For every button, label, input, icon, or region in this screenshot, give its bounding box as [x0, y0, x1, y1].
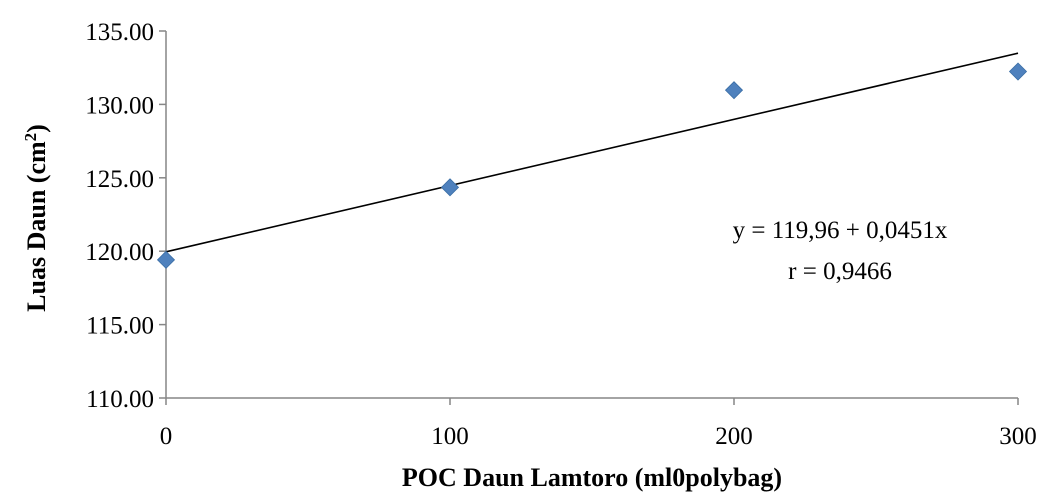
trendline — [165, 52, 1019, 253]
data-points — [156, 62, 1028, 269]
data-point — [1008, 62, 1028, 81]
equation-label: y = 119,96 + 0,0451x — [733, 217, 948, 244]
tick-marks — [159, 30, 1019, 405]
x-tick-label: 200 — [715, 423, 753, 450]
y-tick-label: 120.00 — [85, 239, 154, 266]
y-tick-labels: 110.00 115.00 120.00 125.00 130.00 135.00 — [85, 19, 154, 413]
y-tick-label: 115.00 — [86, 313, 154, 340]
r-value-label: r = 0,9466 — [788, 258, 892, 285]
y-tick-label: 125.00 — [85, 166, 154, 193]
x-tick-labels: 0 100 200 300 — [160, 423, 1037, 450]
y-tick-label: 135.00 — [85, 19, 154, 46]
y-axis-title: Luas Daun (cm2) — [21, 124, 51, 312]
y-tick-label: 110.00 — [86, 386, 154, 413]
x-tick-label: 300 — [999, 423, 1037, 450]
data-point — [440, 178, 460, 197]
data-point — [724, 81, 744, 100]
x-axis-title: POC Daun Lamtoro (ml0polybag) — [402, 463, 782, 492]
data-point — [156, 250, 176, 269]
x-tick-label: 100 — [431, 423, 469, 450]
x-tick-label: 0 — [160, 423, 173, 450]
y-tick-label: 130.00 — [85, 92, 154, 119]
